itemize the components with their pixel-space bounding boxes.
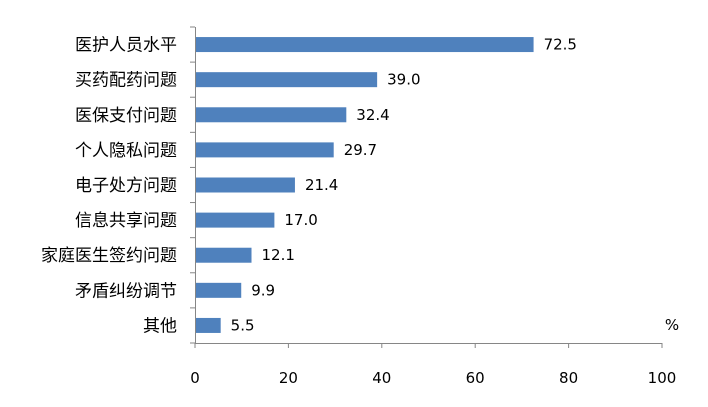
bar	[195, 282, 242, 298]
value-label: 29.7	[344, 141, 377, 159]
category-label: 医保支付问题	[75, 106, 177, 126]
bars-group	[195, 37, 534, 333]
x-ticks-group: 0 20 40 60 80 100	[190, 26, 677, 387]
x-tick-label: 100	[648, 369, 677, 387]
category-label: 家庭医生签约问题	[41, 246, 177, 266]
category-label: 其他	[143, 316, 177, 336]
bar	[195, 142, 334, 158]
bar	[195, 72, 378, 88]
value-label: 32.4	[356, 106, 389, 124]
x-tick-label: 60	[466, 369, 485, 387]
bar	[195, 107, 347, 123]
value-label: 5.5	[231, 316, 255, 334]
x-tick-label: 0	[190, 369, 200, 387]
category-labels-group: 医护人员水平买药配药问题医保支付问题个人隐私问题电子处方问题信息共享问题家庭医生…	[41, 36, 177, 337]
value-label: 17.0	[284, 211, 317, 229]
x-tick-label: 80	[559, 369, 578, 387]
value-label: 9.9	[251, 281, 275, 299]
bar	[195, 247, 252, 263]
unit-label: %	[665, 316, 679, 334]
x-tick-label: 20	[279, 369, 298, 387]
bar	[195, 317, 221, 333]
value-labels-group: 72.5 39.0 32.4 29.7 21.4 17.0 12.1 9.9 5.5	[231, 36, 577, 335]
category-label: 买药配药问题	[75, 71, 177, 91]
category-label: 医护人员水平	[75, 36, 177, 56]
category-label: 个人隐私问题	[75, 141, 177, 161]
category-label: 电子处方问题	[75, 176, 177, 196]
value-label: 12.1	[262, 246, 295, 264]
value-label: 72.5	[544, 36, 577, 54]
category-label: 信息共享问题	[75, 211, 177, 231]
bar	[195, 37, 534, 53]
x-tick-label: 40	[372, 369, 391, 387]
value-label: 21.4	[305, 176, 338, 194]
bar	[195, 212, 275, 228]
category-label: 矛盾纠纷调节	[75, 281, 177, 301]
bar	[195, 177, 295, 193]
value-label: 39.0	[387, 71, 420, 89]
